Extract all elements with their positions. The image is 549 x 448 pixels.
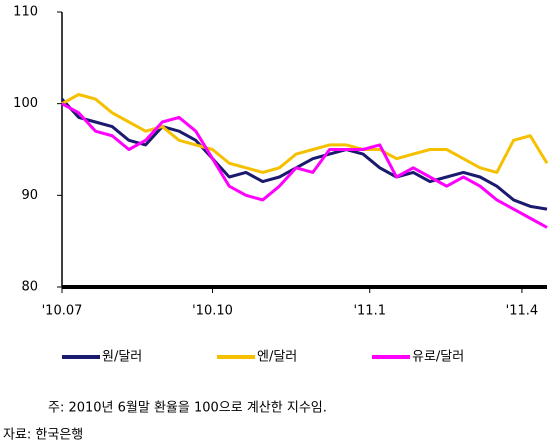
- note: 주: 2010년 6월말 환율을 100으로 계산한 지수임.: [48, 401, 327, 416]
- series-line: [61, 93, 549, 174]
- source: 자료: 한국은행: [3, 427, 83, 443]
- y-tick-label: 100: [13, 96, 38, 111]
- legend-label: 유로/달러: [412, 350, 464, 365]
- legend-label: 엔/달러: [257, 350, 297, 365]
- x-tick-label: '10.07: [42, 304, 83, 319]
- legend-label: 원/달러: [102, 350, 142, 365]
- y-tick-label: 90: [21, 188, 38, 203]
- series-line: [60, 98, 548, 211]
- series-line: [61, 102, 548, 229]
- x-tick-label: '11.4: [506, 304, 539, 319]
- x-tick-label: '11.1: [353, 304, 386, 319]
- x-tick-label: '10.10: [192, 304, 233, 319]
- y-tick-label: 110: [13, 5, 38, 20]
- y-tick-label: 80: [21, 280, 38, 295]
